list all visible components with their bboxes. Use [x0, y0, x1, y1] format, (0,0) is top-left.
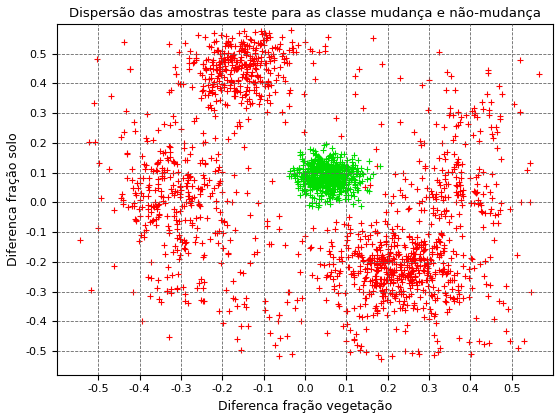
Title: Dispersão das amostras teste para as classe mudança e não-mudança: Dispersão das amostras teste para as cla…: [69, 7, 541, 20]
X-axis label: Diferenca fração vegetação: Diferenca fração vegetação: [218, 400, 392, 413]
Y-axis label: Diferenca fração solo: Diferenca fração solo: [7, 133, 20, 266]
